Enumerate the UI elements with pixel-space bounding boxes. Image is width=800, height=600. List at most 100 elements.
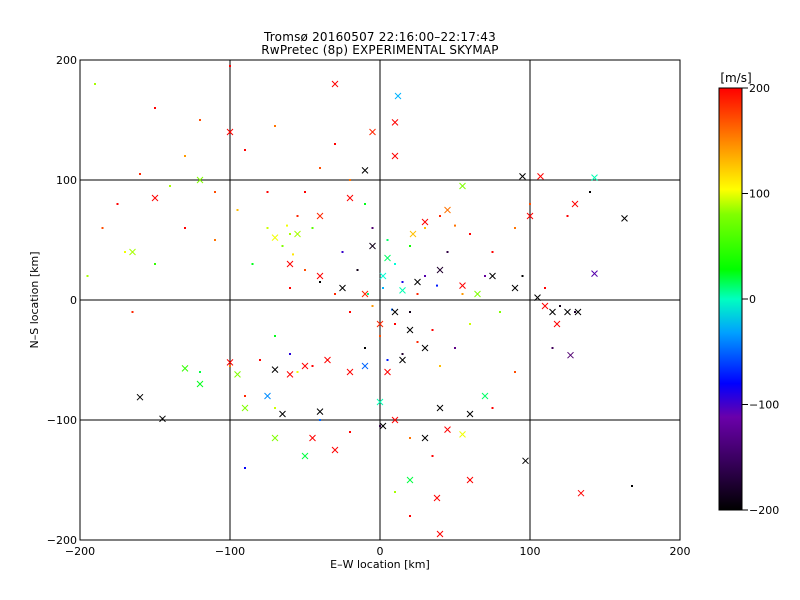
data-point-dot	[394, 491, 396, 493]
data-point-cross	[549, 308, 556, 316]
data-point-cross	[241, 404, 249, 412]
data-point-dot	[124, 251, 126, 253]
data-point-dot	[431, 329, 434, 331]
data-point-dot	[266, 227, 269, 229]
data-point-dot	[574, 311, 576, 313]
data-point-dot	[289, 233, 291, 235]
data-point-cross	[553, 320, 561, 328]
data-point-dot	[566, 215, 569, 217]
data-point-dot	[409, 245, 411, 247]
data-point-cross	[421, 344, 429, 352]
data-point-cross	[331, 446, 339, 454]
colorbar-tick-label: 100	[749, 188, 770, 201]
data-point-dot	[274, 125, 276, 127]
data-point-dot	[311, 365, 314, 367]
data-point-dot	[319, 167, 321, 169]
chart-subtitle: RwPretec (8p) EXPERIMENTAL SKYMAP	[261, 43, 499, 57]
data-point-dot	[259, 359, 261, 361]
y-tick-label: −100	[47, 414, 77, 427]
data-point-dot	[491, 251, 494, 253]
data-point-cross	[564, 308, 571, 316]
data-point-dot	[184, 227, 186, 229]
data-point-cross	[519, 173, 526, 180]
data-points	[86, 65, 633, 538]
data-point-dot	[334, 143, 336, 145]
data-point-cross	[444, 426, 451, 433]
data-point-cross	[264, 392, 271, 400]
data-point-cross	[421, 434, 429, 442]
colorbar-tick-label: −200	[749, 504, 779, 517]
data-point-dot	[551, 347, 554, 349]
data-point-dot	[101, 227, 104, 229]
x-tick-label: 0	[377, 545, 384, 558]
data-point-cross	[621, 215, 628, 222]
data-point-dot	[401, 353, 404, 355]
data-point-cross	[331, 80, 339, 88]
data-point-dot	[334, 293, 336, 295]
data-point-cross	[379, 272, 387, 280]
data-point-dot	[296, 371, 299, 373]
data-point-dot	[199, 371, 201, 373]
y-axis-ticks: −200 −100 0 100 200	[47, 54, 86, 547]
data-point-dot	[169, 185, 171, 187]
data-point-cross	[511, 284, 519, 292]
data-point-dot	[371, 227, 374, 229]
data-point-dot	[364, 347, 366, 349]
y-tick-label: −200	[47, 534, 77, 547]
data-point-dot	[356, 269, 359, 271]
x-tick-label: 200	[670, 545, 691, 558]
data-point-dot	[424, 227, 426, 229]
data-point-dot	[491, 407, 494, 409]
data-point-cross	[399, 287, 406, 294]
data-point-cross	[384, 368, 391, 376]
data-point-dot	[424, 275, 426, 277]
data-point-cross	[391, 119, 399, 126]
data-point-dot	[514, 371, 516, 373]
colorbar: [m/s] 200 100 0 −100 −200	[718, 71, 779, 517]
colorbar-label: [m/s]	[720, 71, 751, 85]
data-point-cross	[541, 302, 549, 310]
data-point-cross	[406, 476, 414, 484]
data-point-cross	[196, 380, 204, 388]
data-point-cross	[489, 272, 496, 280]
data-point-dot	[521, 275, 524, 277]
data-point-cross	[567, 351, 574, 359]
data-point-cross	[433, 494, 441, 502]
data-point-cross	[286, 371, 294, 378]
data-point-cross	[409, 230, 417, 238]
data-point-dot	[229, 65, 231, 67]
data-point-cross	[316, 212, 324, 220]
data-point-dot	[289, 353, 291, 355]
data-point-cross	[271, 234, 279, 241]
data-point-dot	[289, 287, 291, 289]
data-point-dot	[514, 227, 516, 229]
data-point-dot	[379, 425, 381, 427]
data-point-dot	[296, 215, 299, 217]
data-point-cross	[459, 282, 466, 289]
data-point-dot	[349, 179, 351, 181]
data-point-dot	[436, 284, 438, 287]
data-point-dot	[529, 203, 531, 205]
data-point-dot	[139, 173, 141, 175]
x-tick-label: 100	[520, 545, 541, 558]
data-point-dot	[251, 263, 254, 265]
data-point-cross	[436, 404, 444, 412]
data-point-dot	[266, 191, 269, 193]
y-tick-label: 0	[70, 294, 77, 307]
data-point-dot	[349, 431, 351, 433]
data-point-cross	[534, 294, 541, 301]
data-point-cross	[286, 260, 294, 268]
data-point-cross	[339, 284, 346, 292]
data-point-cross	[376, 320, 384, 328]
data-point-cross	[361, 290, 369, 298]
x-tick-label: −200	[65, 545, 95, 558]
data-point-dot	[94, 83, 96, 85]
data-point-dot	[379, 335, 381, 337]
data-point-dot	[199, 119, 201, 121]
data-point-cross	[537, 173, 544, 180]
data-point-cross	[346, 194, 354, 202]
data-point-cross	[522, 457, 529, 465]
data-point-cross	[379, 422, 387, 430]
data-point-dot	[409, 515, 411, 517]
